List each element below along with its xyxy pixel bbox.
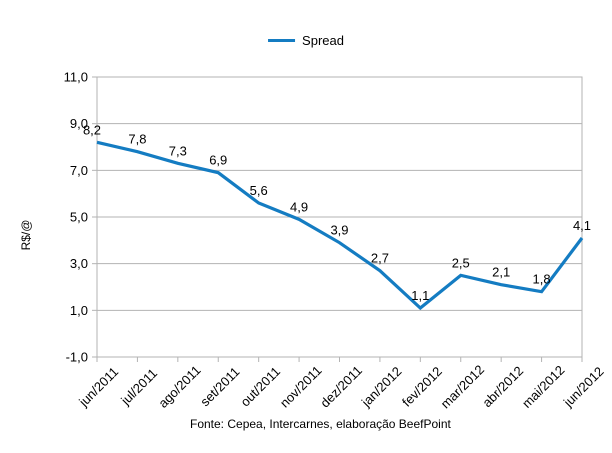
data-label: 4,1 <box>573 218 591 233</box>
y-tick-label: 7,0 <box>70 163 88 178</box>
data-label: 1,8 <box>533 272 551 287</box>
x-tick-label: jan/2012 <box>358 364 405 411</box>
y-axis-title: R$/@ <box>19 219 33 251</box>
x-tick-label: nov/2011 <box>277 363 325 411</box>
legend-line-swatch <box>268 39 296 42</box>
x-tick-label: dez/2011 <box>317 363 365 411</box>
x-tick-label: jul/2011 <box>117 366 160 409</box>
y-tick-label: 3,0 <box>70 256 88 271</box>
legend: Spread <box>268 33 344 48</box>
y-tick-label: 5,0 <box>70 210 88 225</box>
data-label: 2,1 <box>492 265 510 280</box>
x-tick-label: abr/2012 <box>479 363 526 410</box>
data-label: 3,9 <box>330 223 348 238</box>
x-tick-label: mai/2012 <box>519 362 567 410</box>
data-label: 2,7 <box>371 251 389 266</box>
x-tick-label: jun/2011 <box>75 364 121 410</box>
x-tick-label: out/2011 <box>237 364 283 410</box>
data-label: 1,1 <box>411 288 429 303</box>
x-tick-label: mar/2012 <box>438 362 487 411</box>
y-tick-label: 1,0 <box>70 303 88 318</box>
data-label: 7,3 <box>169 143 187 158</box>
x-tick-label: jun/2012 <box>560 364 607 411</box>
data-label: 4,9 <box>290 199 308 214</box>
chart-source-note: Fonte: Cepea, Intercarnes, elaboração Be… <box>190 417 451 431</box>
y-tick-label: 9,0 <box>70 116 88 131</box>
data-label: 5,6 <box>250 183 268 198</box>
y-tick-label: -1,0 <box>66 350 88 365</box>
y-tick-label: 11,0 <box>64 70 88 85</box>
legend-label: Spread <box>302 33 344 48</box>
x-tick-label: set/2011 <box>197 364 242 409</box>
spread-line <box>96 140 584 311</box>
x-tick-label: fev/2012 <box>399 364 445 410</box>
data-label: 8,2 <box>83 122 101 137</box>
x-tick-label: ago/2011 <box>155 363 203 411</box>
data-label: 7,8 <box>128 132 146 147</box>
data-label: 6,9 <box>209 153 227 168</box>
data-label: 2,5 <box>452 255 470 270</box>
